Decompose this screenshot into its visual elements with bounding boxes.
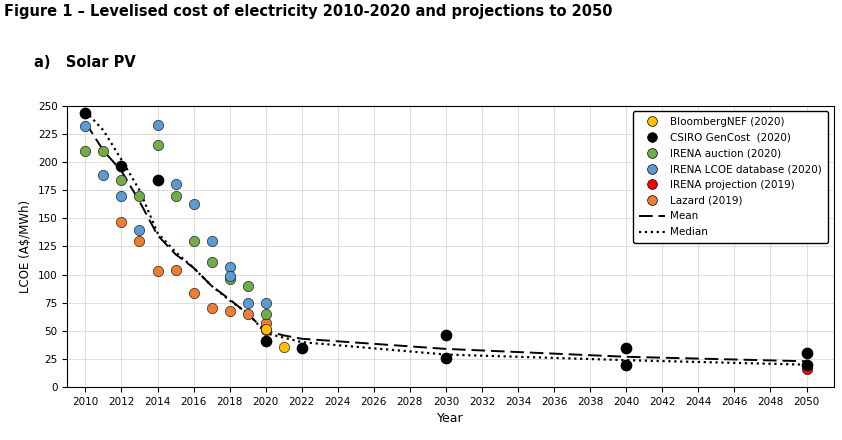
Point (151, 268, 164, 275)
Point (78, 110, 92, 117)
Point (277, 343, 290, 350)
Y-axis label: LCOE (A$/MWh): LCOE (A$/MWh) (19, 200, 32, 293)
Point (620, 344, 633, 351)
Point (133, 237, 147, 244)
Point (78, 122, 92, 129)
Point (151, 176, 164, 183)
Point (115, 218, 128, 225)
Point (295, 344, 308, 351)
Point (259, 326, 273, 333)
Point (151, 121, 164, 128)
Point (800, 350, 813, 357)
Point (241, 282, 254, 290)
Point (620, 361, 633, 368)
Point (223, 307, 237, 314)
Point (223, 263, 237, 270)
Point (151, 142, 164, 149)
Point (115, 176, 128, 183)
Point (259, 337, 273, 345)
Point (205, 237, 218, 244)
Point (187, 289, 200, 296)
Point (259, 325, 273, 332)
Point (800, 361, 813, 368)
Point (259, 299, 273, 306)
Point (205, 259, 218, 266)
Point (115, 163, 128, 170)
Point (168, 181, 182, 188)
Point (133, 192, 147, 199)
Point (97, 172, 110, 179)
Text: Figure 1 – Levelised cost of electricity 2010-2020 and projections to 2050: Figure 1 – Levelised cost of electricity… (4, 4, 613, 19)
Point (223, 272, 237, 279)
Point (440, 332, 453, 339)
Point (440, 354, 453, 361)
X-axis label: Year: Year (437, 412, 464, 425)
Point (241, 311, 254, 318)
Legend: BloombergNEF (2020), CSIRO GenCost  (2020), IRENA auction (2020), IRENA LCOE dat: BloombergNEF (2020), CSIRO GenCost (2020… (633, 111, 829, 243)
Point (133, 226, 147, 233)
Point (97, 147, 110, 154)
Point (223, 275, 237, 282)
Point (168, 267, 182, 274)
Point (168, 192, 182, 199)
Point (205, 305, 218, 312)
Point (187, 200, 200, 207)
Point (259, 311, 273, 318)
Text: a)   Solar PV: a) Solar PV (34, 55, 136, 70)
Point (259, 319, 273, 326)
Point (241, 299, 254, 306)
Point (440, 354, 453, 361)
Point (620, 361, 633, 368)
Point (187, 237, 200, 244)
Point (78, 147, 92, 154)
Point (115, 192, 128, 199)
Point (800, 366, 813, 373)
